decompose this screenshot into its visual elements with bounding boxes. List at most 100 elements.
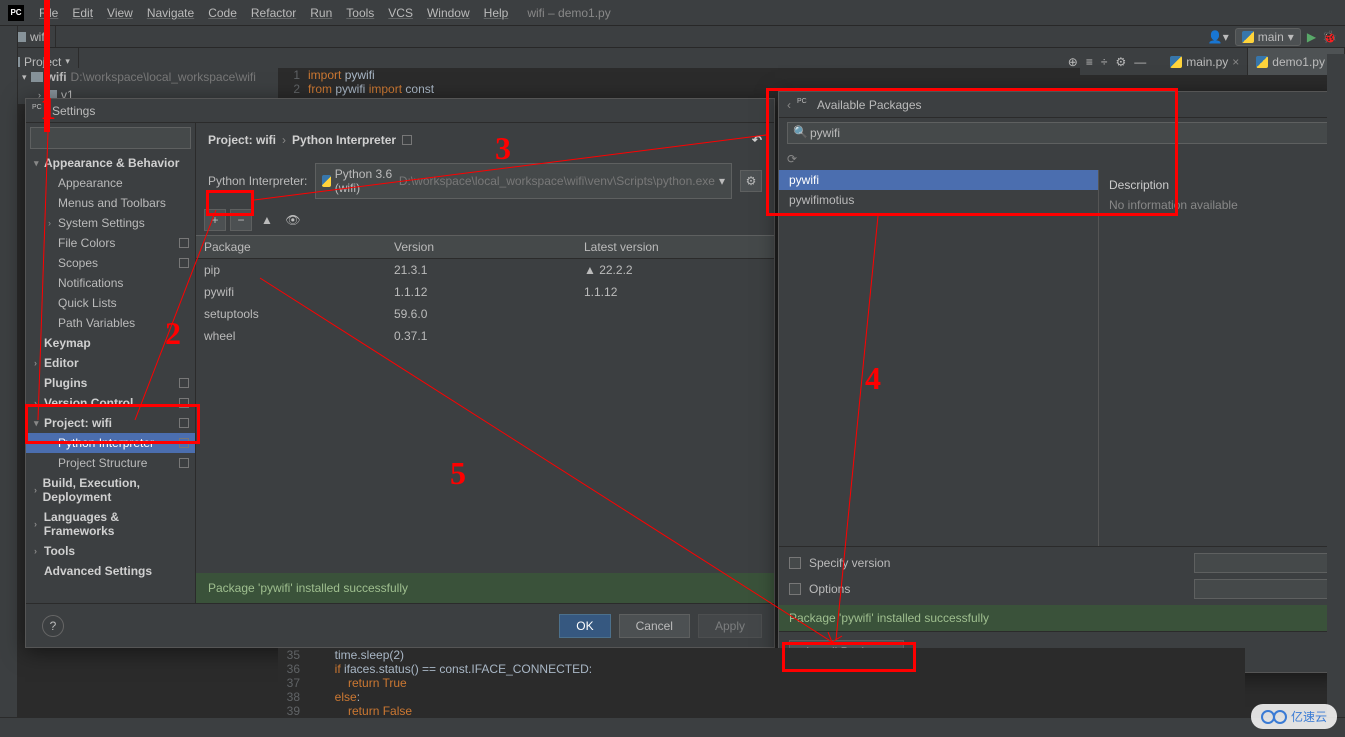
package-row[interactable]: pip21.3.1▲ 22.2.2: [196, 259, 774, 281]
tree-item-label: Plugins: [44, 376, 87, 390]
package-row[interactable]: wheel0.37.1: [196, 325, 774, 347]
menu-refactor[interactable]: Refactor: [244, 6, 303, 20]
settings-tree-item[interactable]: Plugins: [26, 373, 195, 393]
editor-tab[interactable]: main.py×: [1162, 48, 1248, 75]
settings-tree-item[interactable]: ▾Project: wifi: [26, 413, 195, 433]
avail-header: ‹ PC Available Packages: [779, 92, 1344, 118]
settings-tree-item[interactable]: Notifications: [26, 273, 195, 293]
settings-tree-item[interactable]: ›Languages & Frameworks: [26, 507, 195, 541]
settings-tree-item[interactable]: ›Version Control: [26, 393, 195, 413]
specify-version-checkbox[interactable]: [789, 557, 801, 569]
settings-tree-item[interactable]: Keymap: [26, 333, 195, 353]
apply-button[interactable]: Apply: [698, 614, 762, 638]
avail-result-item[interactable]: pywifimotius: [779, 190, 1098, 210]
folder-icon: [31, 72, 43, 82]
menu-navigate[interactable]: Navigate: [140, 6, 201, 20]
col-version: Version: [386, 236, 576, 258]
settings-tree-item[interactable]: ›System Settings: [26, 213, 195, 233]
menu-code[interactable]: Code: [201, 6, 244, 20]
breadcrumb-leaf: Python Interpreter: [292, 133, 396, 147]
chevron-down-icon: ▾: [22, 72, 27, 83]
menu-edit[interactable]: Edit: [65, 6, 100, 20]
menu-help[interactable]: Help: [477, 6, 516, 20]
upgrade-package-button[interactable]: ▲: [256, 209, 278, 231]
tree-item-label: Scopes: [58, 256, 98, 270]
avail-results-panel: pywifipywifimotius: [779, 170, 1099, 546]
interpreter-select[interactable]: Python 3.6 (wifi) D:\workspace\local_wor…: [315, 163, 732, 199]
tree-item-label: Keymap: [44, 336, 91, 350]
window-title: wifi – demo1.py: [527, 6, 610, 20]
settings-tree-item[interactable]: Menus and Toolbars: [26, 193, 195, 213]
chevron-down-icon: ▾: [719, 174, 725, 188]
package-table: Package Version Latest version pip21.3.1…: [196, 235, 774, 573]
back-icon[interactable]: ‹: [787, 98, 791, 112]
help-button[interactable]: ?: [42, 615, 64, 637]
breadcrumb-root: Project: wifi: [208, 133, 276, 147]
gear-icon[interactable]: ⚙: [1115, 55, 1126, 69]
editor-bottom[interactable]: 35 time.sleep(2)36 if ifaces.status() ==…: [278, 648, 1245, 718]
options-input[interactable]: [1194, 579, 1334, 599]
editor-tabs: main.py×demo1.py×: [1162, 48, 1345, 75]
settings-tree-item[interactable]: ›Build, Execution, Deployment: [26, 473, 195, 507]
badge-icon: [179, 258, 189, 268]
settings-tree-item[interactable]: Path Variables: [26, 313, 195, 333]
menu-file[interactable]: File: [32, 6, 65, 20]
avail-result-item[interactable]: pywifi: [779, 170, 1098, 190]
collapse-icon[interactable]: ÷: [1101, 55, 1108, 69]
run-config-select[interactable]: main ▾: [1235, 28, 1301, 46]
app-logo: PC: [32, 104, 46, 118]
reset-icon[interactable]: ↶: [752, 133, 762, 147]
settings-tree-item[interactable]: ›Editor: [26, 353, 195, 373]
badge-icon: [179, 398, 189, 408]
hide-icon[interactable]: —: [1134, 55, 1146, 69]
settings-tree-item[interactable]: ▾Appearance & Behavior: [26, 153, 195, 173]
ok-button[interactable]: OK: [559, 614, 610, 638]
avail-options: Specify version Options: [779, 546, 1344, 605]
close-icon[interactable]: ×: [1232, 55, 1239, 69]
run-button[interactable]: ▶: [1307, 30, 1316, 44]
settings-tree-item[interactable]: File Colors: [26, 233, 195, 253]
expand-icon[interactable]: ≡: [1086, 55, 1093, 69]
menu-view[interactable]: View: [100, 6, 140, 20]
debug-button[interactable]: 🐞: [1322, 30, 1337, 44]
cancel-button[interactable]: Cancel: [619, 614, 690, 638]
options-checkbox[interactable]: [789, 583, 801, 595]
specify-version-input[interactable]: [1194, 553, 1334, 573]
options-label: Options: [809, 582, 850, 596]
menu-window[interactable]: Window: [420, 6, 477, 20]
description-label: Description: [1109, 178, 1334, 192]
package-row[interactable]: setuptools59.6.0: [196, 303, 774, 325]
refresh-icon[interactable]: ⟳: [787, 152, 797, 166]
avail-search-input[interactable]: [787, 122, 1336, 144]
tree-root[interactable]: ▾ wifi D:\workspace\local_workspace\wifi: [18, 68, 278, 86]
tree-item-label: Languages & Frameworks: [44, 510, 189, 538]
package-row[interactable]: pywifi1.1.121.1.12: [196, 281, 774, 303]
badge-icon: [179, 238, 189, 248]
interpreter-gear-button[interactable]: ⚙: [740, 170, 762, 192]
settings-tree-item[interactable]: Appearance: [26, 173, 195, 193]
remove-package-button[interactable]: −: [230, 209, 252, 231]
settings-tree-item[interactable]: Quick Lists: [26, 293, 195, 313]
settings-tree-item[interactable]: Python Interpreter: [26, 433, 195, 453]
project-tab-label: wifi: [30, 30, 47, 44]
tree-item-label: File Colors: [58, 236, 115, 250]
settings-tree-item[interactable]: Project Structure: [26, 453, 195, 473]
show-early-button[interactable]: 👁: [282, 209, 304, 231]
breadcrumb: Project: wifi › Python Interpreter ↶: [196, 123, 774, 157]
settings-tree-item[interactable]: Advanced Settings: [26, 561, 195, 581]
add-package-button[interactable]: +: [204, 209, 226, 231]
settings-tree-item[interactable]: ›Tools: [26, 541, 195, 561]
project-tab-strip: wifi 👤▾ main ▾ ▶ 🐞: [0, 26, 1345, 48]
description-text: No information available: [1109, 198, 1334, 212]
settings-tree-item[interactable]: Scopes: [26, 253, 195, 273]
locate-icon[interactable]: ⊕: [1068, 55, 1078, 69]
settings-title: Settings: [52, 104, 95, 118]
tree-item-label: Notifications: [58, 276, 123, 290]
settings-main: Project: wifi › Python Interpreter ↶ Pyt…: [196, 123, 774, 603]
watermark-icon: [1273, 710, 1287, 724]
menu-run[interactable]: Run: [303, 6, 339, 20]
user-icon[interactable]: 👤▾: [1208, 30, 1229, 44]
settings-search-input[interactable]: [30, 127, 191, 149]
menu-vcs[interactable]: VCS: [381, 6, 420, 20]
menu-tools[interactable]: Tools: [339, 6, 381, 20]
